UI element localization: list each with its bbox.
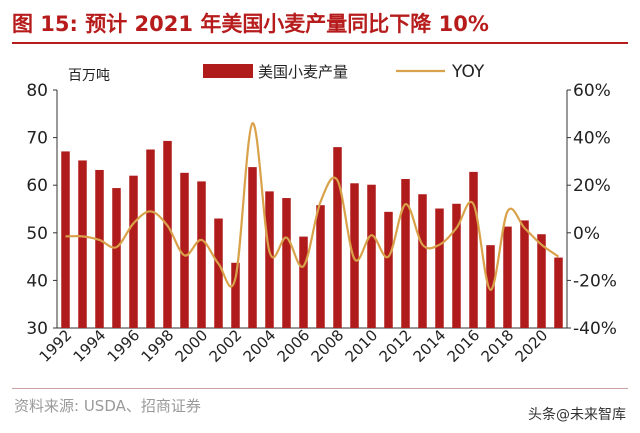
production-bar bbox=[197, 181, 206, 328]
x-tick-label: 2014 bbox=[410, 326, 450, 366]
production-bar bbox=[350, 183, 359, 328]
production-bar bbox=[129, 175, 138, 328]
production-bar bbox=[95, 169, 104, 328]
title-rule bbox=[12, 42, 628, 44]
x-tick-label: 1996 bbox=[104, 326, 144, 366]
production-bar bbox=[469, 171, 478, 328]
production-bar bbox=[163, 140, 172, 328]
production-bar bbox=[112, 188, 121, 328]
production-bar bbox=[231, 262, 240, 328]
production-bar bbox=[503, 226, 512, 328]
production-bar bbox=[367, 184, 376, 328]
production-bar bbox=[554, 257, 563, 328]
production-bar bbox=[333, 147, 342, 328]
right-tick-label: 60% bbox=[573, 81, 611, 101]
right-tick-label: 0% bbox=[573, 224, 600, 244]
left-tick-label: 30 bbox=[26, 319, 48, 339]
legend-bar-swatch bbox=[203, 64, 253, 78]
production-bar bbox=[520, 220, 529, 328]
production-bar bbox=[282, 198, 291, 328]
production-bar bbox=[61, 151, 70, 328]
production-bar bbox=[78, 160, 87, 328]
left-tick-label: 40 bbox=[26, 271, 48, 291]
figure-title: 图 15: 预计 2021 年美国小麦产量同比下降 10% bbox=[12, 12, 489, 36]
x-tick-label: 1998 bbox=[138, 326, 178, 366]
x-tick-label: 2016 bbox=[444, 326, 484, 366]
x-tick-label: 2012 bbox=[376, 326, 416, 366]
watermark: 头条@未来智库 bbox=[528, 407, 626, 423]
source-rule bbox=[12, 388, 628, 389]
production-bar bbox=[537, 234, 546, 328]
right-tick-label: 20% bbox=[573, 176, 611, 196]
y-unit-label: 百万吨 bbox=[68, 68, 110, 84]
production-bar bbox=[401, 179, 410, 328]
x-tick-label: 1994 bbox=[70, 326, 110, 366]
x-tick-label: 2004 bbox=[240, 326, 280, 366]
right-tick-label: -40% bbox=[573, 319, 617, 339]
production-bar bbox=[248, 167, 257, 328]
left-tick-label: 60 bbox=[26, 176, 48, 196]
production-bar bbox=[486, 245, 495, 328]
x-tick-label: 2020 bbox=[512, 326, 552, 366]
title-bar: 图 15: 预计 2021 年美国小麦产量同比下降 10% bbox=[12, 4, 628, 44]
right-tick-label: 40% bbox=[573, 129, 611, 149]
left-tick-label: 80 bbox=[26, 81, 48, 101]
right-tick-label: -20% bbox=[573, 271, 617, 291]
x-tick-label: 2002 bbox=[206, 326, 246, 366]
x-tick-label: 2000 bbox=[172, 326, 212, 366]
x-tick-label: 2008 bbox=[308, 326, 348, 366]
production-bar bbox=[435, 208, 444, 328]
x-tick-label: 2006 bbox=[274, 326, 314, 366]
production-bar bbox=[316, 205, 325, 328]
x-tick-label: 2018 bbox=[478, 326, 518, 366]
production-bar bbox=[146, 149, 155, 328]
production-bar bbox=[418, 194, 427, 328]
production-bar bbox=[180, 172, 189, 328]
production-bar bbox=[452, 203, 461, 328]
production-bar bbox=[214, 218, 223, 328]
production-bar bbox=[299, 236, 308, 328]
legend-bar-label: 美国小麦产量 bbox=[258, 63, 348, 81]
left-tick-label: 50 bbox=[26, 224, 48, 244]
left-tick-label: 70 bbox=[26, 129, 48, 149]
production-bar bbox=[265, 191, 274, 328]
production-bar bbox=[384, 211, 393, 328]
source-note: 资料来源: USDA、招商证券 bbox=[14, 397, 201, 415]
legend-line-label: YOY bbox=[451, 62, 485, 82]
yoy-line bbox=[65, 122, 560, 292]
wheat-production-chart: 304050607080-40%-20%0%20%40%60%百万吨199219… bbox=[26, 62, 617, 366]
x-tick-label: 2010 bbox=[342, 326, 382, 366]
